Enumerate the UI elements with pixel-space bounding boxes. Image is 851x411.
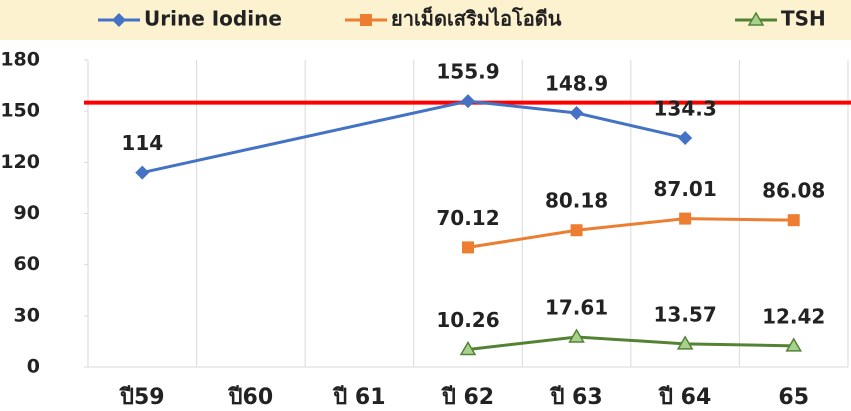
marker: [462, 241, 474, 254]
x-tick-label: ปี 62: [441, 385, 494, 410]
y-tick-label: 0: [27, 356, 40, 378]
data-label: 155.9: [436, 60, 499, 84]
legend-label: TSH: [781, 7, 826, 31]
y-tick-label: 150: [0, 100, 40, 122]
y-tick-label: 120: [0, 151, 40, 173]
legend-background: [0, 0, 851, 40]
data-label: 134.3: [654, 96, 717, 120]
data-label: 17.61: [545, 295, 608, 319]
marker: [459, 341, 477, 356]
x-tick-label: ปี60: [227, 385, 273, 410]
marker: [568, 328, 585, 343]
legend-marker: [360, 14, 372, 26]
data-label: 87.01: [654, 177, 717, 201]
data-label: 80.18: [545, 189, 608, 213]
data-label: 13.57: [654, 302, 717, 326]
marker: [461, 94, 475, 109]
legend-label: ยาเม็ดเสริมไอโอดีน: [391, 6, 562, 31]
y-tick-label: 30: [14, 304, 40, 326]
marker: [135, 165, 150, 180]
data-label: 114: [121, 131, 163, 155]
legend-marker: [112, 13, 126, 27]
marker: [785, 337, 803, 352]
x-tick-label: 65: [778, 385, 809, 410]
x-tick-label: ปี 61: [332, 385, 385, 410]
data-label: 10.26: [436, 308, 499, 332]
marker: [787, 214, 800, 227]
marker: [569, 106, 584, 121]
marker: [676, 335, 694, 350]
y-tick-label: 90: [14, 202, 40, 224]
legend-marker: [747, 11, 765, 26]
legend-label: Urine Iodine: [144, 7, 282, 31]
y-tick-label: 180: [0, 49, 40, 71]
marker: [678, 130, 693, 145]
data-label: 86.08: [762, 179, 825, 203]
x-tick-label: ปี 64: [658, 385, 711, 410]
data-label: 12.42: [762, 304, 825, 328]
series-line: [141, 99, 686, 175]
x-tick-label: ปี59: [119, 385, 165, 410]
series-line: [467, 217, 794, 249]
data-label: 148.9: [545, 72, 608, 96]
data-label: 70.12: [436, 206, 499, 230]
series-line: [467, 335, 794, 351]
y-tick-label: 60: [14, 253, 40, 275]
marker: [679, 212, 692, 225]
x-tick-label: ปี 63: [549, 385, 602, 410]
marker: [570, 224, 583, 237]
